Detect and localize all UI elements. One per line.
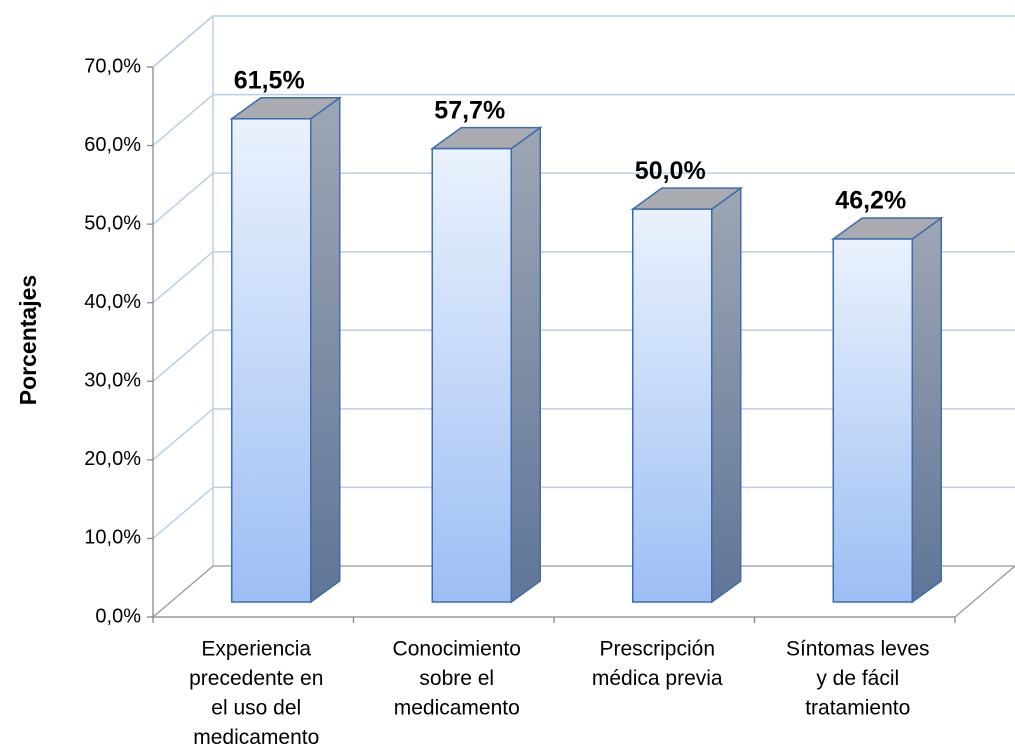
bar [832,238,913,603]
grid-line [152,408,1015,461]
y-tick-label: 20,0% [84,448,141,470]
x-tick-label: y de fácil [816,667,899,690]
bar [231,118,312,603]
bar-side [911,216,942,604]
x-tick-label: medicamento [394,697,520,720]
x-tick-label: Experiencia [201,638,311,661]
grid-line [152,250,1015,304]
x-tick-label: Síntomas leves [786,638,930,661]
y-tick-label: 40,0% [84,291,141,313]
x-tick-label: sobre el [419,667,494,690]
bar-side [310,96,341,604]
x-tick-label: Prescripción [599,638,715,661]
y-tick-label: 0,0% [95,605,141,627]
value-label: 50,0% [635,157,706,185]
x-tick-label: médica previa [592,667,723,690]
grid-line [152,329,1015,382]
x-tick-label: medicamento [193,726,319,749]
value-label: 61,5% [234,66,305,94]
value-label: 46,2% [835,187,906,215]
y-tick-label: 10,0% [84,527,141,549]
y-tick-label: 60,0% [84,134,141,156]
grid-line [152,93,1015,147]
grid-line [152,172,1015,225]
y-tick-label: 30,0% [84,370,141,392]
x-tick-label: el uso del [211,697,301,720]
floor [152,565,1015,618]
bar-side [510,126,541,604]
bar [431,147,512,603]
grid-line [152,486,1015,540]
x-tick-label: tratamiento [805,697,910,720]
y-tick-label: 50,0% [84,212,141,234]
back-wall [152,14,214,566]
y-axis-label: Porcentajes [15,275,41,405]
y-tick-label: 70,0% [84,55,141,77]
bar-side [711,186,742,604]
grid-line [152,15,1015,68]
x-tick-label: Conocimiento [393,638,521,661]
bar [632,208,713,603]
value-label: 57,7% [434,96,505,124]
x-tick-label: precedente en [189,667,323,690]
